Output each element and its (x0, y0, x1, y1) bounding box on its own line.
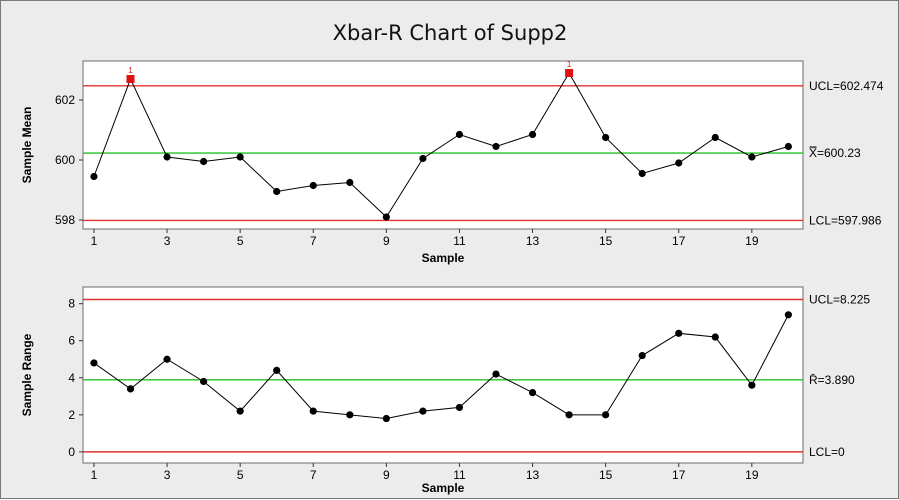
range-x-tick-label-4: 9 (383, 468, 390, 482)
xbar-reference-label-2: LCL=597.986 (809, 213, 882, 227)
xbar-series-line (93, 72, 789, 218)
range-data-point-17 (675, 329, 683, 337)
range-x-tick-label-9: 19 (745, 468, 759, 482)
xbar-y-tick-label-1: 600 (55, 153, 75, 167)
xbar-x-tick-label-4: 9 (383, 234, 390, 248)
range-x-tick-label-1: 3 (164, 468, 171, 482)
range-data-point-16 (638, 351, 646, 360)
xbar-data-point-6 (273, 187, 281, 196)
xbar-data-point-8 (346, 178, 354, 187)
xbar-y-tick-label-2: 602 (55, 93, 75, 107)
range-data-point-3 (163, 355, 171, 363)
range-x-tick-label-0: 1 (91, 468, 98, 482)
xbar-flag-label-14: 1 (567, 60, 572, 69)
range-y-tick-label-1: 2 (68, 408, 75, 422)
range-data-point-6 (273, 366, 281, 374)
range-x-tick-label-2: 5 (237, 468, 244, 482)
xbar-x-tick-label-6: 13 (526, 234, 540, 248)
range-data-point-14 (565, 411, 573, 419)
range-x-tick-label-5: 11 (453, 468, 466, 482)
xbar-y-axis-title: Sample Mean (20, 107, 34, 184)
xbar-data-point-3 (163, 153, 171, 161)
range-x-tick-label-8: 17 (672, 468, 686, 482)
range-data-point-2 (126, 385, 135, 393)
range-data-point-5 (236, 407, 244, 415)
xbar-x-axis-title: Sample (422, 251, 465, 265)
xbar-x-tick-label-3: 7 (310, 234, 317, 248)
range-data-point-11 (455, 403, 464, 412)
xbar-flagged-point-14 (565, 69, 574, 77)
xbar-data-point-9 (382, 213, 390, 221)
xbar-flag-label-2: 1 (128, 66, 133, 75)
range-data-point-20 (784, 311, 792, 319)
xbar-flagged-point-2 (126, 75, 135, 83)
range-x-axis-title: Sample (422, 481, 465, 495)
xbar-x-tick-label-2: 5 (237, 234, 244, 248)
range-reference-label-2: LCL=0 (809, 445, 845, 459)
xbar-data-point-1 (90, 172, 98, 181)
xbar-data-point-12 (492, 142, 500, 151)
range-data-point-19 (748, 381, 756, 389)
range-data-point-18 (711, 333, 719, 341)
range-data-point-4 (200, 377, 208, 386)
range-data-point-15 (602, 411, 610, 419)
range-data-point-7 (309, 407, 317, 415)
xbar-reference-label-1: X̿=600.23 (809, 145, 861, 160)
range-data-point-10 (419, 407, 427, 415)
range-data-point-8 (346, 411, 354, 419)
range-series-line (93, 314, 789, 420)
xbar-data-point-7 (309, 181, 317, 190)
xbar-data-point-20 (784, 142, 792, 151)
xbar-data-point-4 (200, 157, 208, 166)
xbar-data-point-10 (419, 154, 427, 163)
xbar-data-point-5 (236, 153, 244, 161)
range-y-axis-title: Sample Range (20, 333, 34, 416)
xbar-panel: Sample Sample Mean UCL=602.474 X̿=600.23 L… (20, 60, 884, 265)
chart-title: Xbar-R Chart of Supp2 (333, 21, 568, 45)
xbar-data-point-17 (675, 159, 683, 167)
xbar-data-point-11 (455, 130, 464, 139)
range-y-tick-label-2: 4 (68, 371, 75, 385)
xbar-x-tick-label-9: 19 (745, 234, 759, 248)
range-data-point-13 (528, 389, 537, 397)
xbar-data-point-13 (528, 130, 537, 139)
range-y-tick-label-4: 8 (68, 297, 75, 311)
xbar-data-point-15 (602, 133, 610, 142)
range-plot-area (82, 286, 804, 464)
range-y-tick-label-0: 0 (68, 445, 75, 459)
range-panel: Sample Sample Range UCL=8.225 R̄=3.890 LCL… (20, 286, 870, 495)
range-data-point-12 (492, 370, 500, 378)
xbar-x-tick-label-1: 3 (164, 234, 171, 248)
xbar-x-tick-label-7: 15 (599, 234, 613, 248)
range-reference-label-1: R̄=3.890 (809, 373, 855, 387)
range-x-tick-label-7: 15 (599, 468, 613, 482)
xbar-x-tick-label-8: 17 (672, 234, 686, 248)
xbar-data-point-19 (748, 153, 756, 161)
range-x-tick-label-3: 7 (310, 468, 317, 482)
xbar-reference-label-0: UCL=602.474 (809, 79, 884, 93)
xbar-data-point-18 (711, 133, 719, 142)
xbar-x-tick-label-5: 11 (453, 234, 466, 248)
range-reference-label-0: UCL=8.225 (809, 293, 870, 307)
xbar-data-point-16 (638, 169, 646, 178)
range-data-point-9 (382, 414, 390, 423)
range-y-tick-label-3: 6 (68, 334, 75, 348)
xbar-x-tick-label-0: 1 (91, 234, 98, 248)
range-x-tick-label-6: 13 (526, 468, 540, 482)
range-data-point-1 (90, 359, 98, 367)
xbar-y-tick-label-0: 598 (55, 213, 75, 227)
